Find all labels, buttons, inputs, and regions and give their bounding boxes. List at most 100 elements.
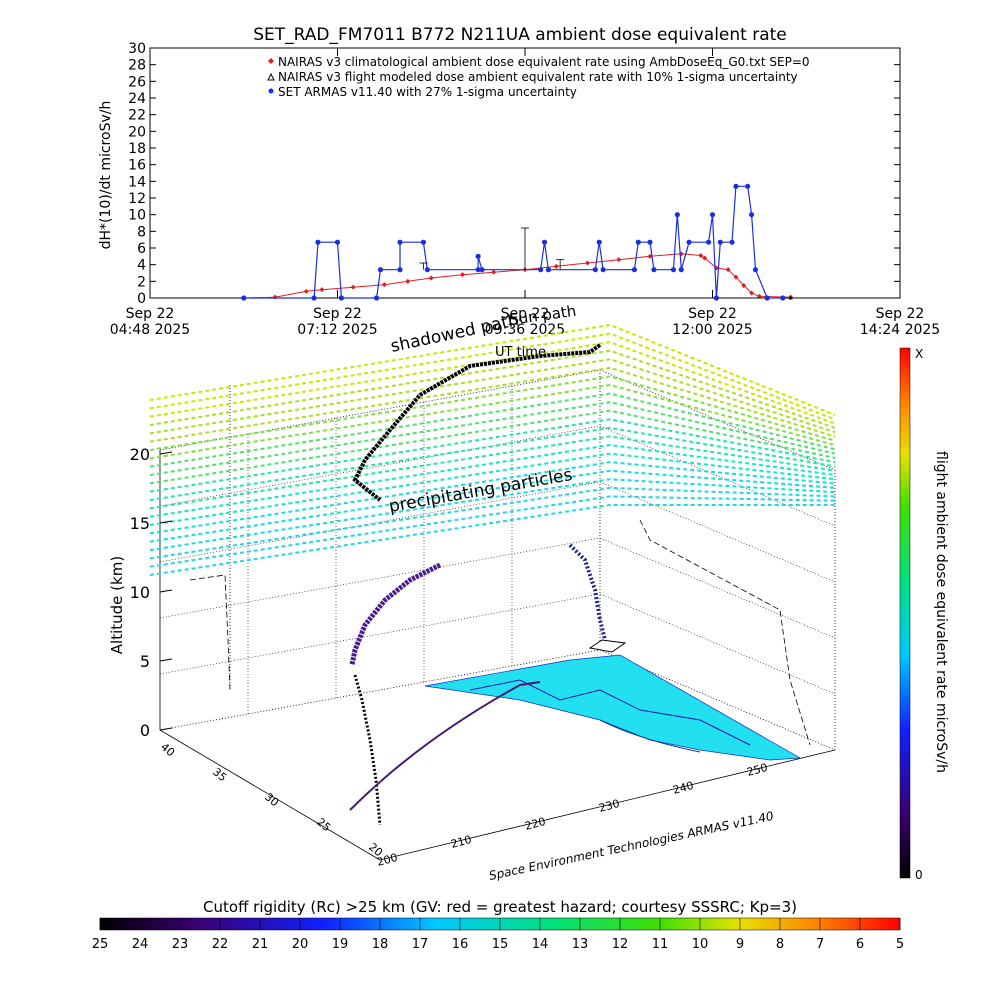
- y-tick-label: 12: [128, 191, 146, 207]
- z-tick: [159, 520, 173, 524]
- data-point: [752, 267, 759, 273]
- y-tick-label: 0: [137, 291, 146, 307]
- data-point: [686, 239, 692, 245]
- y-tick-label: 10: [128, 208, 146, 224]
- aircraft-marker: [588, 639, 627, 653]
- map-coastline: [599, 719, 701, 753]
- bottom-colorbar-title: Cutoff rigidity (Rc) >25 km (GV: red = g…: [203, 898, 797, 916]
- lon-tick-label: 250: [745, 761, 769, 779]
- x-tick-label: Sep 22: [501, 306, 550, 322]
- flight-track-upper: [352, 343, 602, 502]
- flight-track-lower: [353, 674, 382, 826]
- y-tick-label: 14: [128, 174, 146, 190]
- grid-line: [159, 481, 601, 563]
- z-tick: [159, 727, 173, 731]
- colorbar-tick-label: 15: [492, 937, 509, 952]
- data-point: [631, 267, 637, 273]
- z-axis-ticks: 0 5 10 15 20: [130, 445, 173, 740]
- data-point: [733, 274, 739, 280]
- annotation-ut-time: UT time: [495, 345, 546, 360]
- data-point: [788, 295, 793, 300]
- legend-marker-circle-blue: [268, 88, 274, 94]
- z-tick: [159, 589, 173, 593]
- particle-layer-line: [149, 409, 836, 485]
- z-tick-label: 5: [140, 652, 150, 671]
- colorbar-tick-label: 22: [212, 937, 229, 952]
- data-point: [745, 183, 751, 189]
- 3d-grid: [159, 386, 836, 714]
- lat-tick-label: 40: [158, 740, 177, 759]
- colorbar-tick-label: 13: [572, 937, 589, 952]
- data-point: [538, 267, 544, 273]
- particle-layers: [149, 323, 836, 576]
- y-tick-label: 18: [128, 141, 146, 157]
- lon-tick-label: 210: [449, 833, 473, 851]
- y-tick-label: 2: [137, 274, 146, 290]
- series-layer: [241, 183, 794, 301]
- data-point: [702, 255, 708, 261]
- x-tick-label: Sep 22: [876, 306, 925, 322]
- y-tick-label: 24: [128, 91, 146, 107]
- data-point: [272, 294, 278, 300]
- y-tick-label: 26: [128, 74, 146, 90]
- data-point: [303, 288, 309, 294]
- y-tick-label: 4: [137, 258, 146, 274]
- flight-track-mid: [349, 562, 442, 666]
- data-point: [698, 253, 704, 258]
- particle-layer-line: [149, 435, 836, 510]
- colorbar-tick-label: 17: [412, 937, 429, 952]
- legend-text: SET ARMAS v11.40 with 27% 1-sigma uncert…: [278, 85, 577, 99]
- z-tick: [159, 451, 173, 455]
- data-point: [616, 257, 622, 263]
- data-point: [749, 290, 755, 296]
- x-tick-label: 12:00 2025: [672, 322, 752, 338]
- bottom-colorbar-ticks: 25 24 23 22 21 20 19 18 17 16 15 14 13 12 11 10 9 8 7 6 5: [92, 918, 904, 952]
- map-coastline: [469, 679, 751, 746]
- particle-layer-line: [149, 461, 836, 535]
- series-line: [243, 185, 783, 299]
- colorbar-tick-label: 10: [692, 937, 709, 952]
- legend-entry-flight-modeled: NAIRAS v3 flight modeled dose ambient eq…: [267, 70, 798, 84]
- data-point: [311, 295, 317, 301]
- data-point: [491, 269, 497, 275]
- chart-title: SET_RAD_FM7011 B772 N211UA ambient dose …: [253, 25, 787, 45]
- data-point: [334, 239, 341, 245]
- data-point: [741, 283, 747, 288]
- particle-layer-line: [149, 452, 836, 526]
- data-point: [424, 267, 430, 273]
- colorbar-tick-label: 19: [332, 937, 349, 952]
- data-point: [350, 284, 356, 290]
- particle-layer-line: [149, 323, 836, 416]
- z-tick-label: 15: [130, 514, 150, 533]
- shadow-path: [189, 574, 231, 691]
- map-footprint: [424, 654, 802, 761]
- lon-tick-label: 200: [375, 851, 399, 869]
- data-point: [780, 295, 786, 301]
- data-point: [717, 239, 723, 245]
- lon-tick-label: 240: [671, 779, 695, 797]
- z-axis-label: Altitude (km): [108, 556, 126, 654]
- shadow-path: [639, 519, 811, 746]
- colorbar-tick-label: 6: [856, 937, 864, 952]
- x-tick-label: 14:24 2025: [860, 322, 940, 338]
- data-point: [479, 267, 485, 273]
- particle-layer-line: [149, 358, 836, 435]
- data-point: [764, 295, 770, 301]
- data-point: [674, 212, 680, 218]
- z-tick-label: 0: [140, 721, 150, 740]
- data-point: [381, 282, 387, 288]
- data-point: [397, 239, 403, 245]
- data-point: [678, 267, 684, 273]
- particle-layer-line: [149, 366, 836, 443]
- colorbar-tick-label: 21: [252, 937, 269, 952]
- z-tick: [159, 658, 173, 662]
- particle-layer-line: [149, 443, 836, 518]
- colorbar-tick-label: 14: [532, 937, 549, 952]
- lat-tick-label: 30: [262, 790, 281, 809]
- colorbar-tick-label: 24: [132, 937, 149, 952]
- particle-layer-line: [149, 486, 836, 560]
- y-tick-label: 28: [128, 58, 146, 74]
- lon-tick-label: 230: [597, 797, 621, 815]
- data-point: [338, 295, 345, 301]
